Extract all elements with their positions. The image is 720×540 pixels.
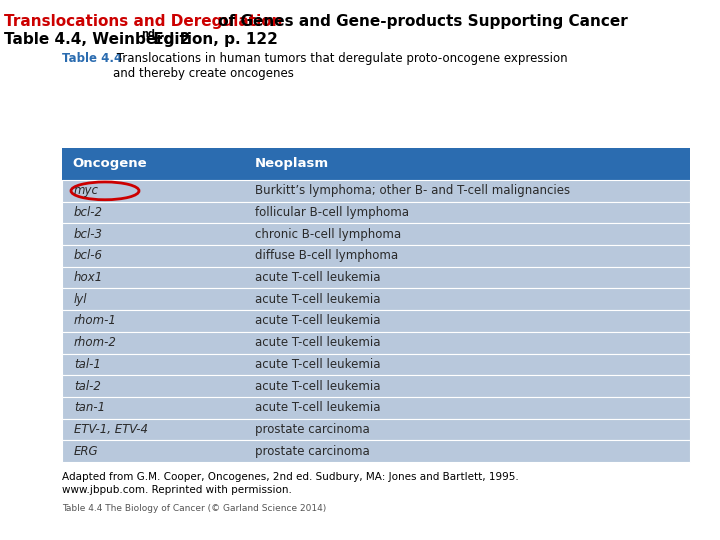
Bar (62, 180, 690, 202)
Bar (62, 418, 690, 440)
Bar (62, 397, 690, 418)
Text: lyl: lyl (74, 293, 88, 306)
Text: Table 4.4, Weinberg 2: Table 4.4, Weinberg 2 (4, 32, 191, 47)
Text: of Genes and Gene-products Supporting Cancer: of Genes and Gene-products Supporting Ca… (213, 14, 628, 29)
Bar (62, 288, 690, 310)
Bar (62, 354, 690, 375)
Bar (62, 440, 690, 462)
Text: nd: nd (141, 29, 155, 39)
Text: hox1: hox1 (74, 271, 103, 284)
Text: Burkitt’s lymphoma; other B- and T-cell malignancies: Burkitt’s lymphoma; other B- and T-cell … (255, 184, 570, 197)
Text: acute T-cell leukemia: acute T-cell leukemia (255, 358, 380, 371)
Text: acute T-cell leukemia: acute T-cell leukemia (255, 401, 380, 414)
Text: Table 4.4 The Biology of Cancer (© Garland Science 2014): Table 4.4 The Biology of Cancer (© Garla… (62, 504, 326, 513)
Text: tan-1: tan-1 (74, 401, 105, 414)
Text: bcl-6: bcl-6 (74, 249, 103, 262)
Text: rhom-2: rhom-2 (74, 336, 117, 349)
Bar (62, 148, 690, 180)
Text: prostate carcinoma: prostate carcinoma (255, 444, 370, 458)
Text: diffuse B-cell lymphoma: diffuse B-cell lymphoma (255, 249, 398, 262)
Bar (62, 202, 690, 224)
Text: bcl-2: bcl-2 (74, 206, 103, 219)
Text: acute T-cell leukemia: acute T-cell leukemia (255, 380, 380, 393)
Bar (62, 245, 690, 267)
Text: ERG: ERG (74, 444, 99, 458)
Bar (62, 332, 690, 354)
Text: acute T-cell leukemia: acute T-cell leukemia (255, 293, 380, 306)
Bar (62, 224, 690, 245)
Text: chronic B-cell lymphoma: chronic B-cell lymphoma (255, 228, 401, 241)
Text: acute T-cell leukemia: acute T-cell leukemia (255, 336, 380, 349)
Bar (62, 310, 690, 332)
Text: Translocations in human tumors that deregulate proto-oncogene expression
and the: Translocations in human tumors that dere… (113, 52, 567, 80)
Bar (62, 375, 690, 397)
Text: rhom-1: rhom-1 (74, 314, 117, 327)
Text: acute T-cell leukemia: acute T-cell leukemia (255, 271, 380, 284)
Bar (62, 267, 690, 288)
Text: Translocations and Deregulation: Translocations and Deregulation (4, 14, 282, 29)
Text: www.jbpub.com. Reprinted with permission.: www.jbpub.com. Reprinted with permission… (62, 485, 292, 495)
Text: bcl-3: bcl-3 (74, 228, 103, 241)
Text: myc: myc (74, 184, 99, 197)
Text: acute T-cell leukemia: acute T-cell leukemia (255, 314, 380, 327)
Text: tal-1: tal-1 (74, 358, 101, 371)
Text: tal-2: tal-2 (74, 380, 101, 393)
Text: Neoplasm: Neoplasm (255, 158, 329, 171)
Text: Edition, p. 122: Edition, p. 122 (148, 32, 278, 47)
Text: Oncogene: Oncogene (72, 158, 147, 171)
Text: Table 4.4: Table 4.4 (62, 52, 122, 65)
Text: ETV-1, ETV-4: ETV-1, ETV-4 (74, 423, 148, 436)
Text: follicular B-cell lymphoma: follicular B-cell lymphoma (255, 206, 409, 219)
Text: prostate carcinoma: prostate carcinoma (255, 423, 370, 436)
Text: Adapted from G.M. Cooper, Oncogenes, 2nd ed. Sudbury, MA: Jones and Bartlett, 19: Adapted from G.M. Cooper, Oncogenes, 2nd… (62, 472, 518, 482)
